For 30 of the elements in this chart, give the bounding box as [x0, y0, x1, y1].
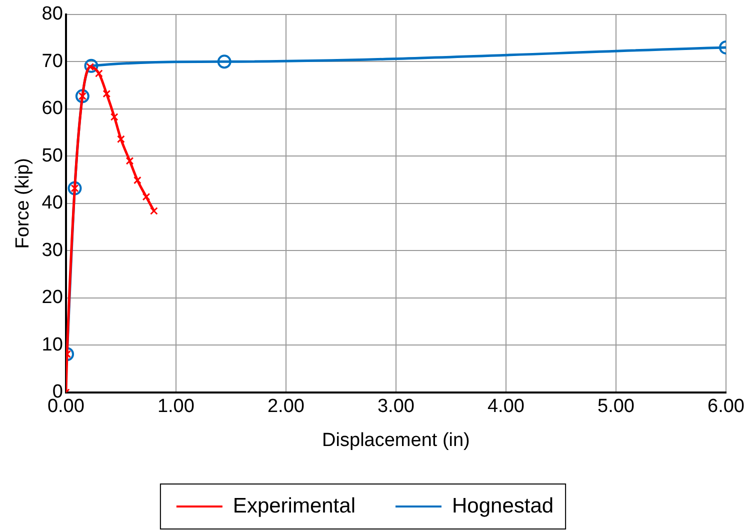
y-tick-label: 60: [42, 98, 63, 120]
point: [84, 58, 98, 73]
x-axis-title: Displacement (in): [322, 430, 470, 451]
legend-label: Hognestad: [452, 494, 554, 518]
x-tick-label: 4.00: [487, 396, 524, 418]
y-tick-label: 40: [42, 192, 63, 214]
point: [102, 90, 111, 98]
point: [134, 176, 142, 184]
y-tick-label: 80: [42, 4, 63, 25]
point: [117, 135, 125, 144]
y-tick-label: 50: [42, 145, 63, 166]
point: [150, 207, 158, 215]
point: [110, 113, 118, 121]
y-axis-title: Force (kip): [12, 158, 34, 249]
point: [217, 54, 232, 69]
x-tick-label: 3.00: [377, 396, 414, 418]
point: [95, 70, 103, 78]
x-tick-label: 1.00: [157, 396, 194, 418]
point: [68, 181, 82, 196]
point: [75, 89, 90, 104]
x-tick-label: 6.00: [708, 396, 744, 418]
x-tick-label: 5.00: [597, 396, 634, 418]
legend-label: Experimental: [232, 494, 356, 518]
y-tick-label: 70: [42, 50, 63, 72]
point: [126, 156, 134, 165]
x-tick-label: 2.00: [267, 396, 304, 418]
y-tick-label: 20: [42, 287, 63, 308]
y-tick-label: 30: [42, 240, 63, 261]
y-tick-label: 10: [42, 334, 63, 356]
point: [142, 192, 150, 201]
